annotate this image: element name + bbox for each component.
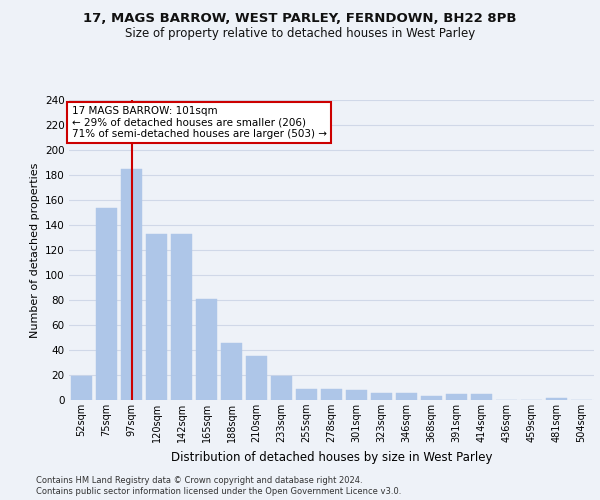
Text: Contains HM Land Registry data © Crown copyright and database right 2024.: Contains HM Land Registry data © Crown c… bbox=[36, 476, 362, 485]
Bar bbox=[271, 376, 292, 400]
Bar bbox=[321, 389, 342, 400]
X-axis label: Distribution of detached houses by size in West Parley: Distribution of detached houses by size … bbox=[171, 450, 492, 464]
Bar bbox=[371, 392, 392, 400]
Bar bbox=[546, 398, 567, 400]
Bar bbox=[296, 389, 317, 400]
Bar bbox=[221, 342, 242, 400]
Bar bbox=[121, 169, 142, 400]
Bar bbox=[471, 394, 492, 400]
Bar bbox=[421, 396, 442, 400]
Text: Size of property relative to detached houses in West Parley: Size of property relative to detached ho… bbox=[125, 28, 475, 40]
Text: 17, MAGS BARROW, WEST PARLEY, FERNDOWN, BH22 8PB: 17, MAGS BARROW, WEST PARLEY, FERNDOWN, … bbox=[83, 12, 517, 26]
Bar bbox=[96, 208, 117, 400]
Text: 17 MAGS BARROW: 101sqm
← 29% of detached houses are smaller (206)
71% of semi-de: 17 MAGS BARROW: 101sqm ← 29% of detached… bbox=[71, 106, 326, 139]
Bar bbox=[196, 298, 217, 400]
Bar bbox=[146, 234, 167, 400]
Bar bbox=[446, 394, 467, 400]
Bar bbox=[246, 356, 267, 400]
Bar bbox=[396, 392, 417, 400]
Bar bbox=[171, 234, 192, 400]
Text: Contains public sector information licensed under the Open Government Licence v3: Contains public sector information licen… bbox=[36, 488, 401, 496]
Bar bbox=[346, 390, 367, 400]
Y-axis label: Number of detached properties: Number of detached properties bbox=[29, 162, 40, 338]
Bar bbox=[71, 376, 92, 400]
